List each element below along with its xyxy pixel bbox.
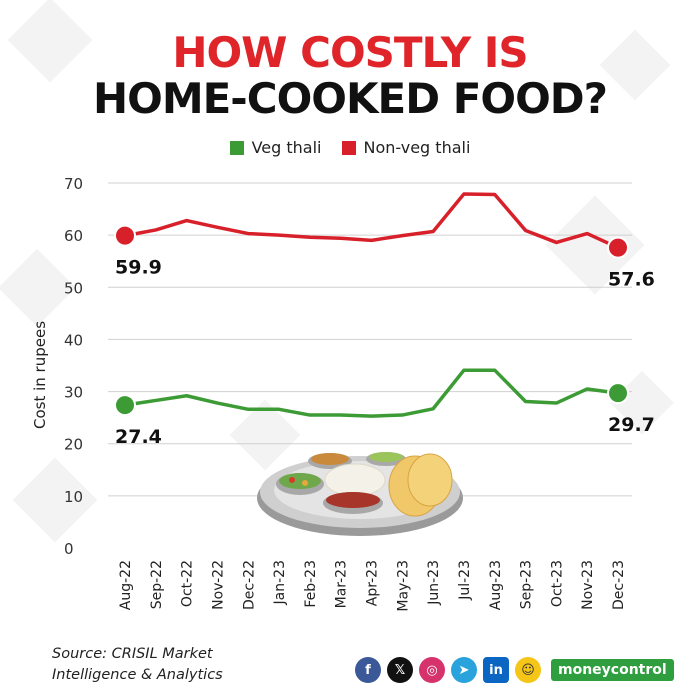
source-note: Source: CRISIL Market Intelligence & Ana… (52, 644, 223, 686)
facebook-icon[interactable]: f (355, 657, 381, 683)
series-line-nonveg (124, 192, 619, 250)
data-label-veg-end: 29.7 (608, 414, 655, 436)
source-line-2: Intelligence & Analytics (52, 667, 223, 683)
y-tick-label: 40 (64, 331, 83, 349)
marker-veg-start (114, 394, 136, 417)
data-label-nonveg-end: 57.6 (608, 269, 655, 291)
x-tick-label: Sep-23 (519, 560, 535, 609)
title-line-1: HOW COSTLY IS (172, 28, 528, 77)
legend-swatch-nonveg (341, 140, 356, 155)
title-line-2: HOME-COOKED FOOD? (92, 74, 608, 123)
legend-item-veg: Veg thali (229, 138, 322, 157)
x-tick-label: Mar-23 (334, 560, 350, 608)
x-tick-label: May-23 (395, 560, 411, 612)
y-tick-label: 70 (64, 175, 83, 193)
source-line-1: Source: CRISIL Market (52, 646, 213, 662)
instagram-icon[interactable]: ◎ (419, 657, 445, 683)
x-tick-label: Sep-22 (149, 560, 165, 609)
data-labels: 59.9 57.6 27.4 29.7 (115, 257, 655, 448)
x-tick-label: Aug-23 (488, 560, 504, 610)
linkedin-icon[interactable]: in (483, 657, 509, 683)
x-tick-label: Nov-22 (210, 560, 226, 610)
y-tick-label: 0 (64, 540, 74, 558)
y-tick-label: 10 (64, 488, 83, 506)
marker-veg-end (607, 382, 629, 405)
legend-item-nonveg: Non-veg thali (341, 138, 471, 157)
x-tick-label: Apr-23 (365, 560, 381, 606)
snapchat-icon[interactable]: ☺ (515, 657, 541, 683)
gridlines (108, 182, 632, 497)
x-tick-label: Oct-22 (180, 560, 196, 607)
thali-plate-illustration (257, 452, 463, 536)
legend-label-nonveg: Non-veg thali (363, 138, 471, 157)
x-tick-label: Aug-22 (118, 560, 134, 610)
line-chart: 0 10 20 30 40 50 60 70 Aug-22 Sep-22 Oct-22 Nov-22… (64, 175, 655, 612)
marker-nonveg-start (114, 224, 136, 247)
x-tick-labels: Aug-22 Sep-22 Oct-22 Nov-22 Dec-22 Jan-23 Feb-… (118, 560, 627, 612)
x-tick-label: Feb-23 (303, 560, 319, 608)
y-tick-labels: 0 10 20 30 40 50 60 70 (64, 175, 83, 558)
data-label-nonveg-start: 59.9 (115, 257, 162, 279)
y-tick-label: 60 (64, 227, 83, 245)
brand-logo[interactable]: moneycontrol (551, 659, 674, 681)
y-tick-label: 50 (64, 279, 83, 297)
x-icon[interactable]: 𝕏 (387, 657, 413, 683)
legend-label-veg: Veg thali (251, 138, 322, 157)
telegram-icon[interactable]: ➤ (451, 657, 477, 683)
y-tick-label: 30 (64, 384, 83, 402)
series-markers (114, 224, 629, 417)
marker-nonveg-end (607, 236, 629, 259)
social-bar: f 𝕏 ◎ ➤ in ☺ moneycontrol (355, 657, 674, 683)
y-tick-label: 20 (64, 436, 83, 454)
x-tick-label: Jun-23 (426, 560, 442, 606)
series-lines (124, 192, 619, 418)
x-tick-label: Dec-22 (241, 560, 257, 610)
x-tick-label: Jul-23 (457, 560, 473, 601)
x-tick-label: Nov-23 (580, 560, 596, 610)
x-tick-label: Dec-23 (611, 560, 627, 610)
data-label-veg-start: 27.4 (115, 426, 162, 448)
series-line-veg (124, 368, 619, 418)
x-tick-label: Jan-23 (272, 560, 288, 605)
x-tick-label: Oct-23 (549, 560, 565, 607)
legend: Veg thali Non-veg thali (0, 138, 700, 157)
legend-swatch-veg (229, 140, 244, 155)
